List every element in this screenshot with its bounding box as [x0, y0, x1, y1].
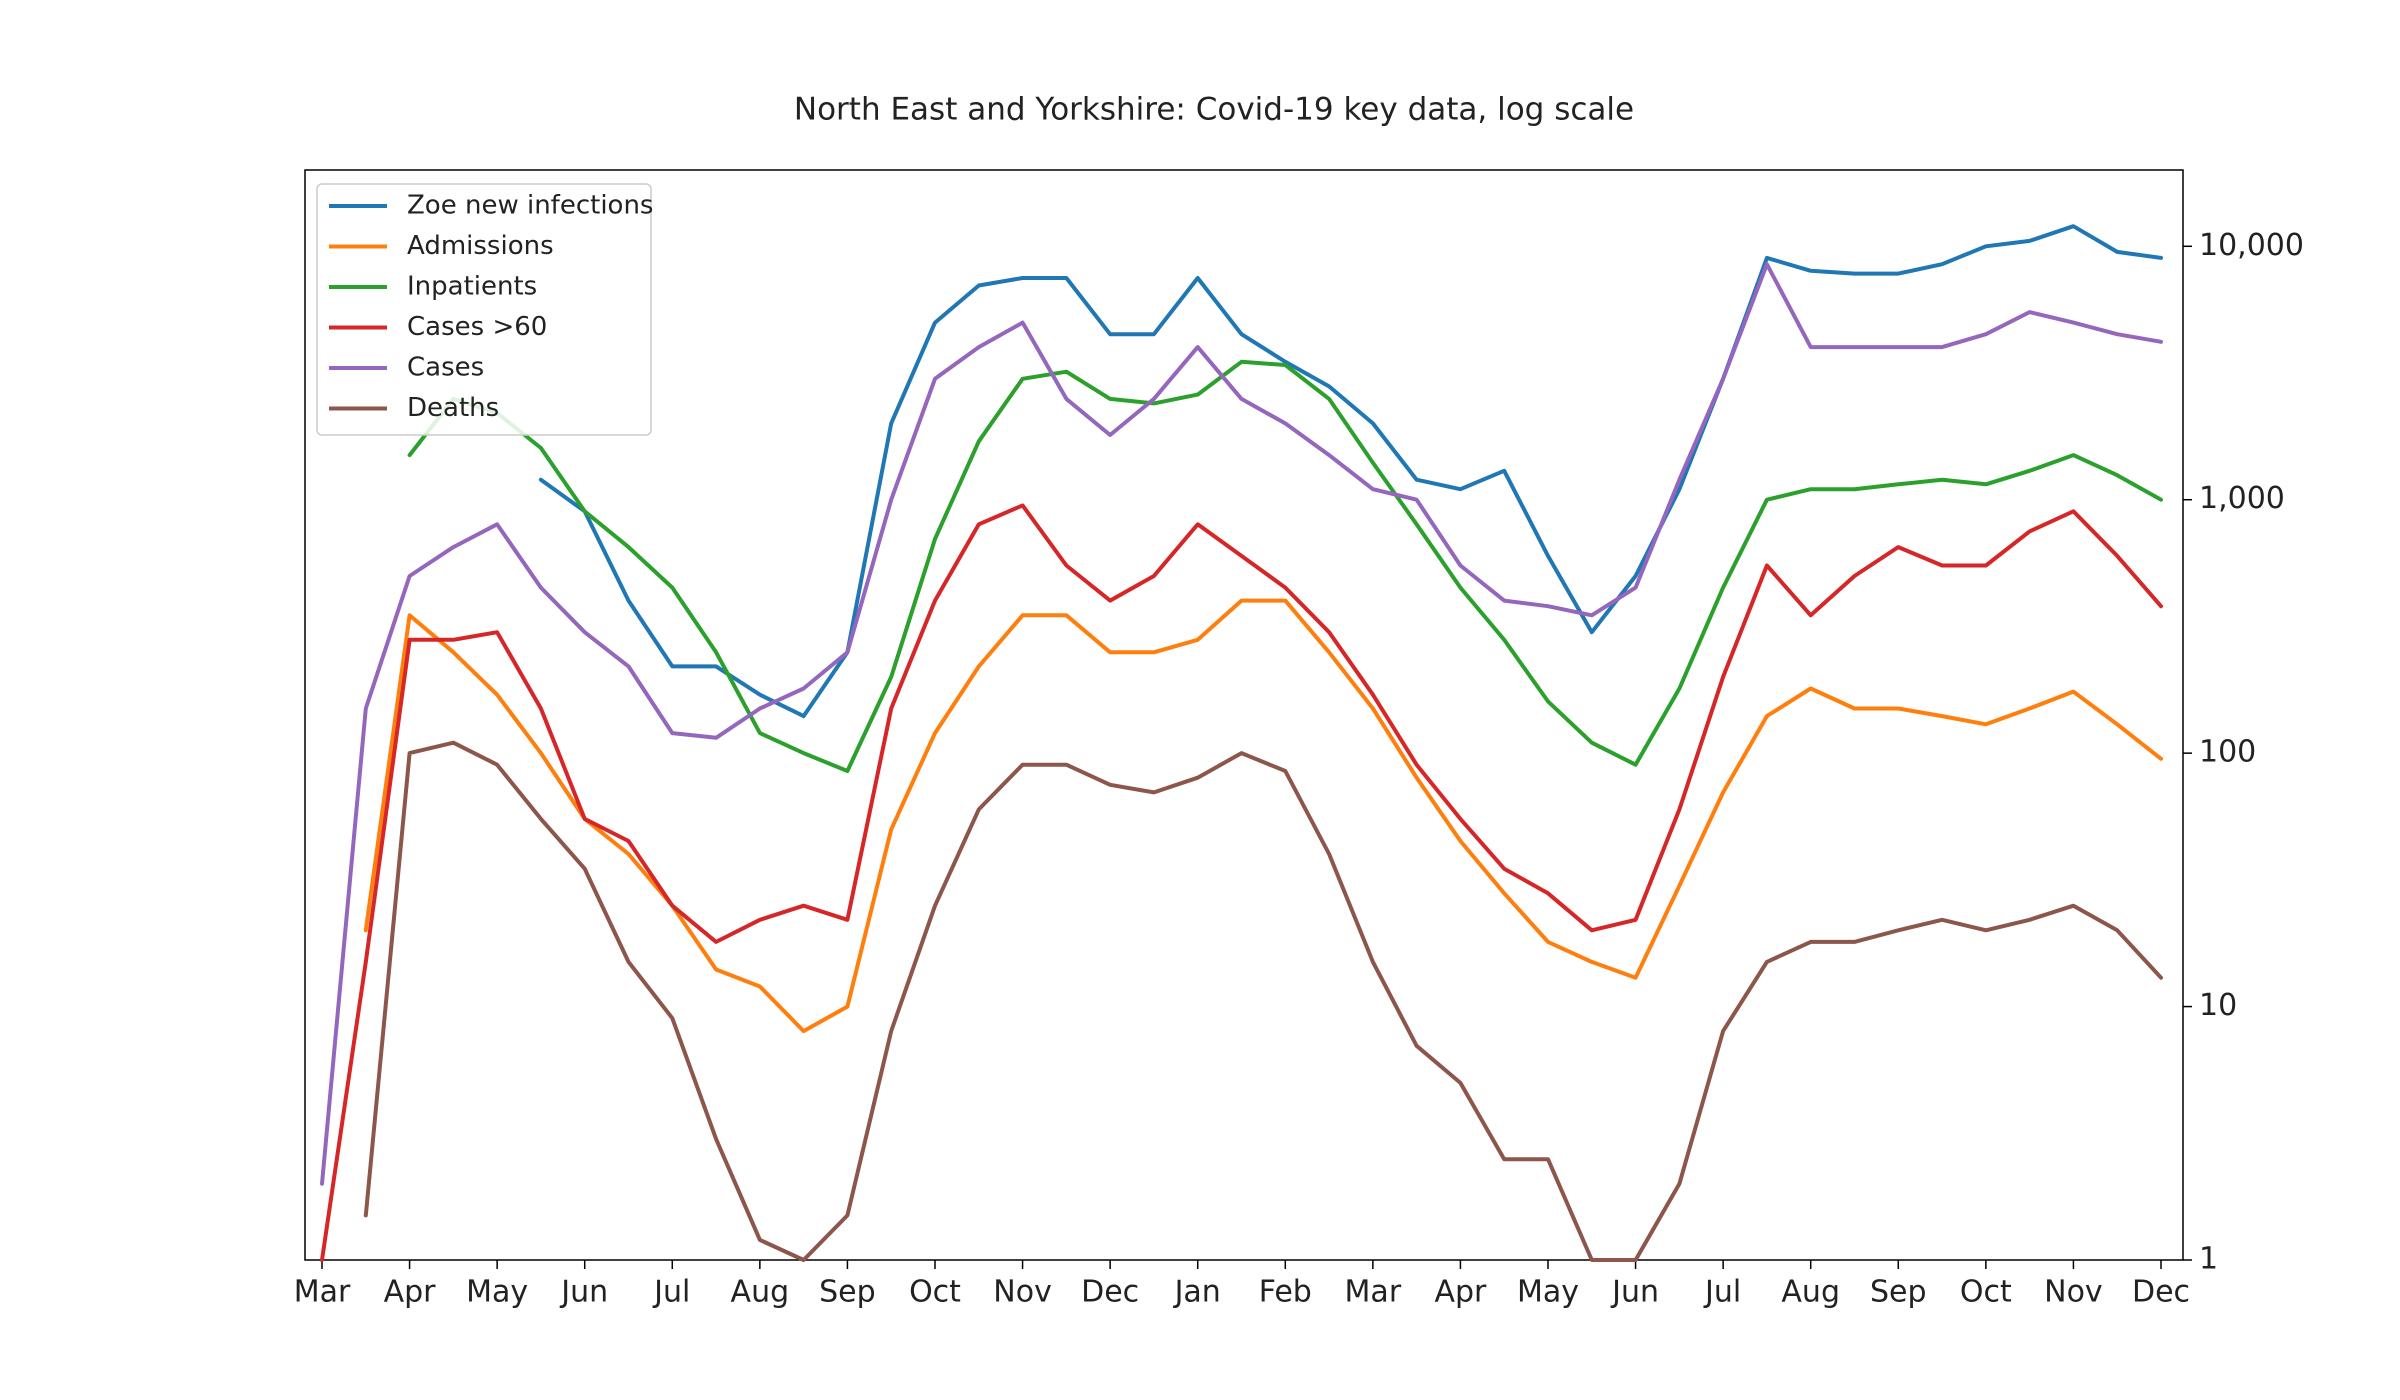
- legend-label: Inpatients: [407, 272, 537, 302]
- y-tick-label: 1: [2199, 1242, 2218, 1277]
- x-tick-label: Nov: [993, 1275, 1052, 1310]
- legend-label: Cases: [407, 353, 484, 383]
- y-tick-label: 10,000: [2199, 228, 2304, 263]
- x-tick-label: May: [466, 1275, 528, 1310]
- x-tick-label: Jun: [559, 1275, 608, 1310]
- x-tick-label: Dec: [1081, 1275, 1139, 1310]
- legend-label: Deaths: [407, 393, 499, 423]
- plot-frame: [304, 169, 2184, 1261]
- x-tick-label: Nov: [2044, 1275, 2103, 1310]
- y-tick-label: 100: [2199, 735, 2256, 770]
- x-tick-label: Jun: [1610, 1275, 1659, 1310]
- x-tick-label: Mar: [1345, 1275, 1402, 1310]
- x-tick-label: Apr: [384, 1275, 437, 1310]
- chart-title: North East and Yorkshire: Covid-19 key d…: [794, 92, 1634, 128]
- x-tick-label: May: [1517, 1275, 1579, 1310]
- x-tick-label: Sep: [819, 1275, 876, 1310]
- x-tick-label: Dec: [2132, 1275, 2190, 1310]
- x-tick-label: Aug: [731, 1275, 790, 1310]
- x-tick-label: Sep: [1870, 1275, 1927, 1310]
- legend-label: Cases >60: [407, 312, 547, 342]
- x-tick-label: Oct: [909, 1275, 961, 1310]
- legend-label: Zoe new infections: [407, 191, 653, 221]
- x-tick-label: Apr: [1434, 1275, 1487, 1310]
- series-line: [320, 262, 2163, 1186]
- y-tick-label: 10: [2199, 988, 2237, 1023]
- series-line: [407, 359, 2163, 773]
- legend-box: [316, 183, 652, 436]
- series-line: [320, 503, 2163, 1262]
- x-tick-label: Jan: [1173, 1275, 1221, 1310]
- x-tick-label: Feb: [1259, 1275, 1312, 1310]
- x-tick-label: Jul: [1703, 1275, 1741, 1310]
- series-line: [363, 740, 2163, 1262]
- legend-label: Admissions: [407, 231, 554, 261]
- series-line: [538, 224, 2163, 719]
- x-tick-label: Aug: [1781, 1275, 1840, 1310]
- x-tick-label: Oct: [1960, 1275, 2012, 1310]
- x-tick-label: Jul: [652, 1275, 690, 1310]
- y-tick-label: 1,000: [2199, 481, 2285, 516]
- x-tick-label: Mar: [294, 1275, 351, 1310]
